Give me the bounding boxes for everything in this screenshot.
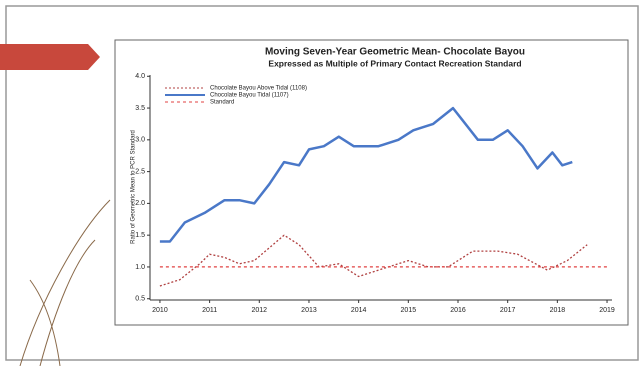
y-tick-label: 4.0 [135,73,145,80]
slide-accent [0,44,100,70]
x-tick-label: 2013 [301,307,317,314]
x-tick-label: 2011 [202,307,217,314]
series-line [159,106,573,243]
legend-label: Standard [210,100,234,106]
y-tick-label: 1.5 [135,232,145,239]
x-tick-label: 2010 [152,307,168,314]
x-tick-label: 2012 [252,307,268,314]
x-tick-label: 2019 [599,307,615,314]
y-tick-label: 3.5 [135,105,145,112]
y-tick-label: 1.0 [135,264,145,271]
y-tick-label: 3.0 [135,137,145,144]
slide-decoration [19,199,111,367]
y-tick-label: 0.5 [135,296,145,303]
chart-subtitle: Expressed as Multiple of Primary Contact… [268,58,521,68]
legend-label: Chocolate Bayou Tidal (1107) [210,93,289,99]
x-tick-label: 2016 [450,307,466,314]
x-tick-label: 2015 [401,307,417,314]
x-tick-label: 2018 [550,307,566,314]
series-line [159,234,588,287]
x-tick-label: 2014 [351,307,367,314]
legend-label: Chocolate Bayou Above Tidal (1108) [210,86,307,92]
chart-title: Moving Seven-Year Geometric Mean- Chocol… [265,47,525,58]
y-axis-label: Ratio of Geometric Mean to PCR Standard [131,130,137,244]
plot-area: 0.5 1.0 1.5 2.0 2.5 3.0 3.5 4.0 2010 2011 2012 2013… [135,73,615,314]
chart-frame [114,39,629,326]
y-tick-label: 2.5 [135,168,145,175]
y-tick-label: 2.0 [135,200,145,207]
x-tick-label: 2017 [500,307,516,314]
